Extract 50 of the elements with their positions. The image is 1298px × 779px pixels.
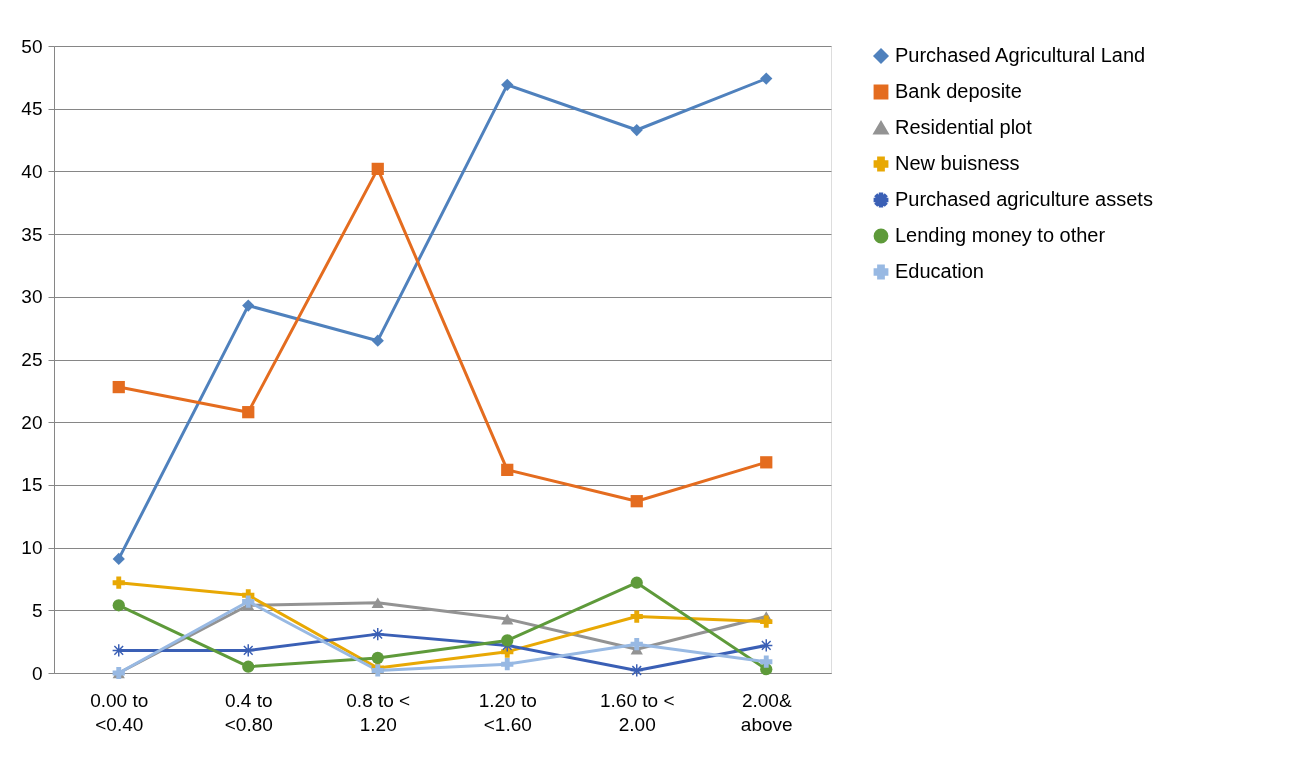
point: [242, 595, 255, 608]
point: [760, 456, 773, 469]
legend-label: Residential plot: [895, 116, 1033, 138]
y-tick-label: 10: [21, 537, 43, 559]
point: [371, 597, 384, 609]
point: [112, 599, 125, 612]
legend-label: Purchased Agricultural Land: [895, 44, 1146, 66]
point: [630, 610, 643, 623]
point: [242, 660, 255, 673]
point: [630, 576, 643, 589]
x-tick-label: 0.8 to < 1.20: [346, 689, 411, 735]
legend-label: Purchased agriculture assets: [895, 188, 1153, 210]
legend-label: Bank deposite: [895, 80, 1022, 102]
point: [630, 638, 643, 651]
y-tick-label: 35: [21, 223, 43, 245]
point: [501, 78, 514, 91]
y-tick-label: 15: [21, 474, 43, 496]
point: [371, 162, 384, 176]
point: [760, 655, 773, 668]
y-tick-label: 45: [21, 98, 43, 120]
point: [501, 658, 514, 671]
y-tick-label: 5: [31, 599, 43, 621]
point: [630, 123, 643, 137]
y-tick-label: 50: [21, 35, 43, 57]
y-tick-label: 40: [21, 160, 43, 182]
point: [501, 463, 514, 476]
point: [760, 615, 773, 628]
point: [242, 406, 255, 419]
point: [112, 576, 125, 589]
x-tick-label: 0.00 to <0.40: [90, 689, 149, 735]
y-tick-label: 0: [31, 662, 43, 684]
legend-label: New buisness: [895, 152, 1020, 174]
x-tick-label: 1.60 to < 2.00: [600, 689, 675, 735]
legend-label: Lending money to other: [895, 224, 1106, 246]
x-tick-label: 0.4 to <0.80: [224, 689, 273, 735]
point: [630, 495, 643, 508]
y-tick-label: 30: [21, 286, 43, 308]
point: [112, 380, 125, 394]
point: [242, 299, 255, 312]
point: [112, 552, 125, 566]
x-tick-label: 2.00& above: [740, 689, 793, 735]
point: [371, 334, 384, 347]
x-tick-label: 1.20 to <1.60: [478, 689, 537, 735]
point: [501, 613, 514, 625]
legend-label: Education: [895, 260, 984, 282]
point: [501, 634, 514, 647]
y-tick-label: 25: [21, 349, 43, 370]
point: [760, 72, 773, 85]
point: [371, 651, 384, 665]
y-tick-label: 20: [21, 411, 43, 433]
